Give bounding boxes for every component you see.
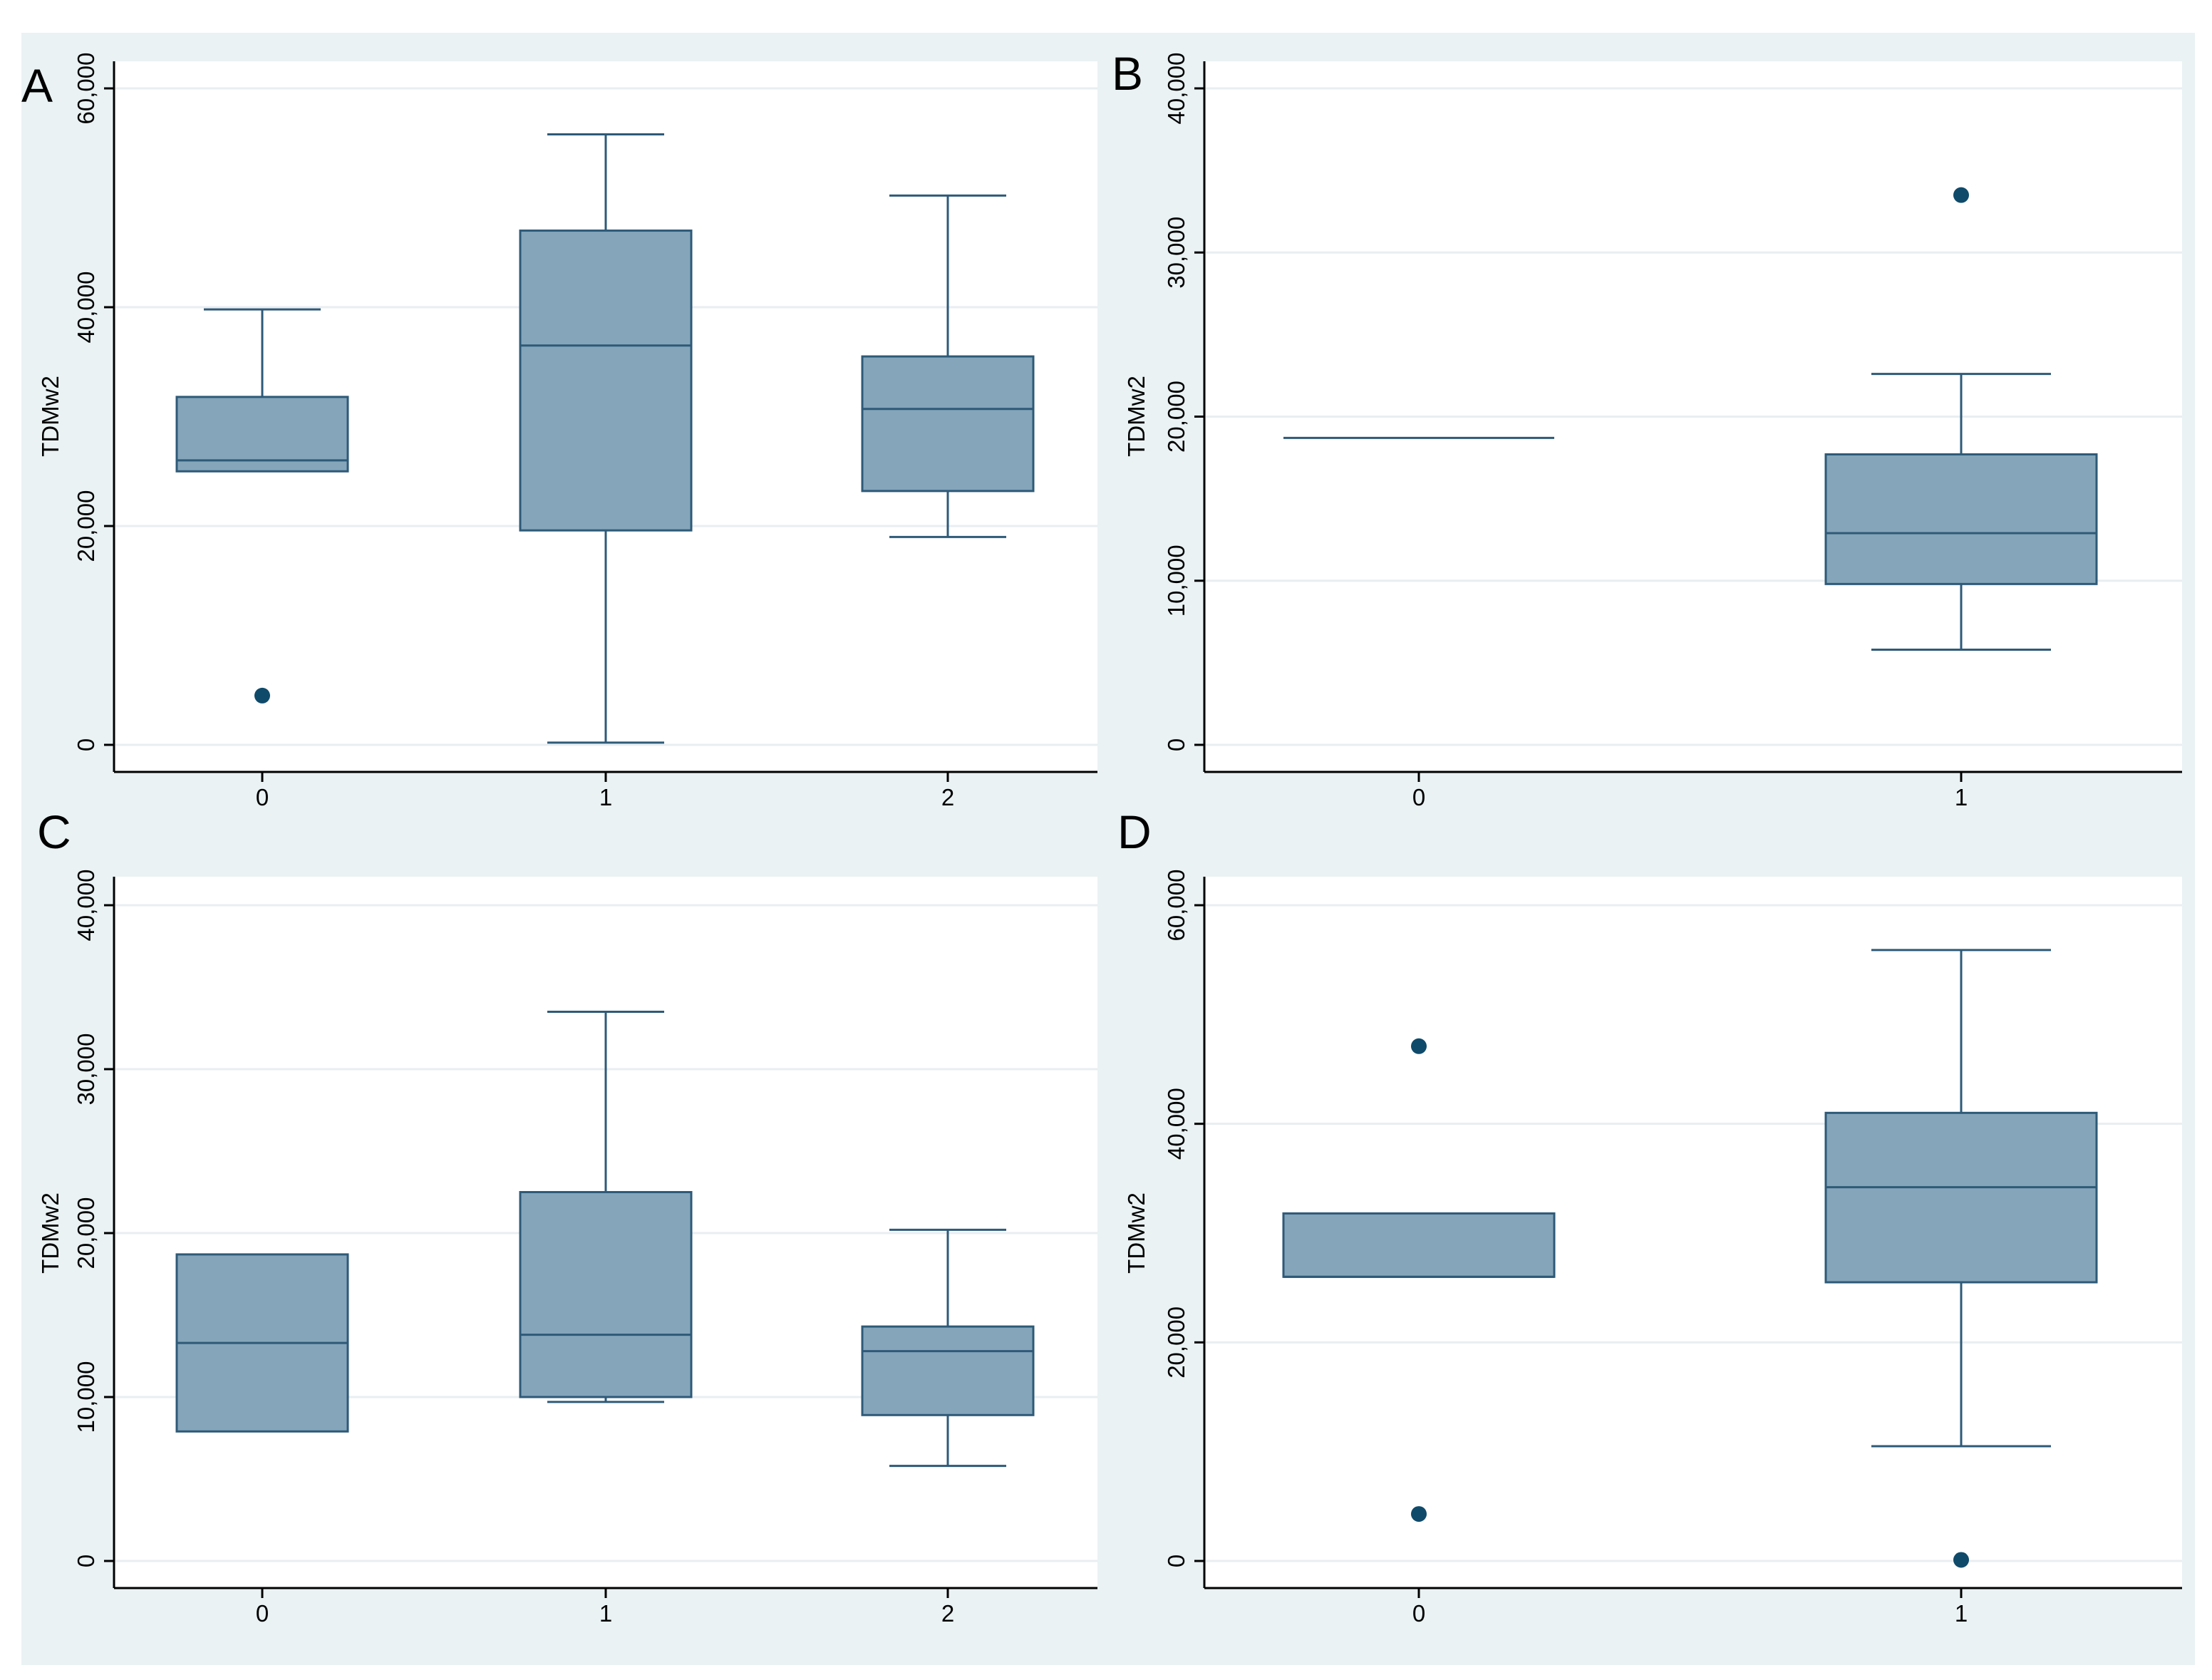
y-tick-label: 40,000 bbox=[1163, 53, 1189, 125]
panel-label: C bbox=[37, 805, 71, 858]
x-tick-label: 0 bbox=[256, 784, 269, 810]
y-tick-label: 30,000 bbox=[73, 1034, 99, 1106]
panel-label: D bbox=[1117, 805, 1152, 858]
box-iqr bbox=[1824, 1111, 2098, 1284]
outlier-point bbox=[254, 687, 270, 704]
panel-label: B bbox=[1112, 47, 1143, 100]
panel-b: 0 10,000 20,000 30,000 40,000 0 1 TDMw2 B bbox=[1112, 47, 2182, 810]
y-tick-label: 40,000 bbox=[73, 870, 99, 942]
y-tick-label: 20,000 bbox=[73, 490, 99, 562]
x-tick-label: 0 bbox=[1412, 1600, 1425, 1627]
outlier-point bbox=[1411, 1506, 1427, 1522]
box-1 bbox=[1824, 187, 2098, 651]
box-iqr bbox=[1824, 453, 2098, 585]
box-0 bbox=[175, 1253, 349, 1433]
x-tick-label: 1 bbox=[599, 784, 612, 810]
box-2 bbox=[861, 194, 1035, 538]
x-tick-label: 0 bbox=[256, 1600, 269, 1627]
y-tick-label: 0 bbox=[73, 1555, 99, 1567]
panel-c: 0 10,000 20,000 30,000 40,000 0 1 2 TDMw2 C bbox=[37, 805, 1097, 1627]
y-tick-label: 20,000 bbox=[73, 1197, 99, 1269]
box-iqr bbox=[175, 396, 349, 473]
box-2 bbox=[861, 1228, 1035, 1468]
box-0 bbox=[175, 308, 349, 704]
y-tick-label: 0 bbox=[73, 738, 99, 751]
y-tick-label: 0 bbox=[1163, 738, 1189, 751]
outlier-point bbox=[1411, 1038, 1427, 1054]
x-tick-label: 1 bbox=[1955, 784, 1968, 810]
x-tick-label: 1 bbox=[599, 1600, 612, 1627]
y-tick-label: 40,000 bbox=[1163, 1088, 1189, 1160]
outlier-point bbox=[1953, 187, 1969, 203]
box-1 bbox=[519, 1011, 693, 1403]
y-tick-label: 0 bbox=[1163, 1555, 1189, 1567]
box-iqr bbox=[1282, 1212, 1556, 1278]
outlier-point bbox=[1953, 1552, 1969, 1568]
panel-a: 0 20,000 40,000 60,000 0 1 2 TDMw2 A bbox=[21, 53, 1097, 810]
panel-d: 0 20,000 40,000 60,000 0 1 TDMw2 D bbox=[1117, 805, 2182, 1627]
box-iqr bbox=[861, 1325, 1035, 1416]
x-tick-label: 2 bbox=[941, 1600, 954, 1627]
box-iqr bbox=[861, 355, 1035, 493]
y-axis-title: TDMw2 bbox=[37, 376, 63, 457]
y-tick-label: 10,000 bbox=[1163, 545, 1189, 617]
panel-label: A bbox=[21, 59, 53, 112]
y-tick-label: 60,000 bbox=[73, 53, 99, 125]
y-tick-label: 20,000 bbox=[1163, 381, 1189, 453]
y-tick-label: 30,000 bbox=[1163, 217, 1189, 289]
box-1 bbox=[519, 133, 693, 744]
box-0 bbox=[1282, 1038, 1556, 1522]
box-1 bbox=[1824, 949, 2098, 1568]
y-tick-label: 10,000 bbox=[73, 1361, 99, 1433]
box-iqr bbox=[519, 230, 693, 532]
x-tick-label: 1 bbox=[1955, 1600, 1968, 1627]
y-tick-label: 40,000 bbox=[73, 272, 99, 344]
y-axis-title: TDMw2 bbox=[1123, 376, 1149, 457]
y-axis-title: TDMw2 bbox=[37, 1192, 63, 1274]
box-iqr bbox=[519, 1191, 693, 1398]
x-tick-label: 2 bbox=[941, 784, 954, 810]
y-axis-title: TDMw2 bbox=[1123, 1192, 1149, 1274]
y-tick-label: 60,000 bbox=[1163, 870, 1189, 942]
x-tick-label: 0 bbox=[1412, 784, 1425, 810]
y-tick-label: 20,000 bbox=[1163, 1307, 1189, 1378]
